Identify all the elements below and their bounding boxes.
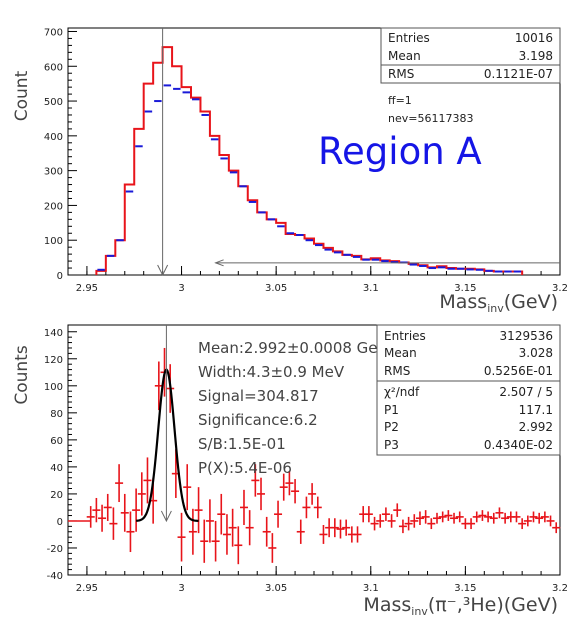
bottom-y-tick-label: 40 [50, 463, 63, 474]
bottom-x-label-main: Mass [363, 594, 411, 616]
top-x-tick-label: 2.95 [76, 283, 98, 294]
top-stats-frame [380, 27, 561, 84]
top-stats-label: Mean [388, 49, 421, 63]
bottom-y-tick-label: 60 [50, 436, 63, 447]
top-info-ff: ff=1 [388, 94, 412, 107]
top-y-tick-labels: 0 100 200 300 400 500 600 700 [44, 27, 63, 282]
top-x-label-unit: (GeV) [504, 291, 558, 313]
top-stats-label: RMS [388, 67, 414, 81]
top-axis-ticks [67, 30, 561, 276]
top-stats-value: 10016 [515, 31, 553, 45]
bottom-y-tick-label: 20 [50, 490, 63, 501]
top-histogram-panel: 0 100 200 300 400 500 600 700 2.95 3 3.05 3.1 3.15 3… [12, 27, 568, 315]
top-x-tick-label: 3.15 [454, 283, 476, 294]
top-x-label-sub: inv [487, 302, 504, 315]
top-x-tick-label: 3.1 [363, 283, 379, 294]
bottom-y-tick-label: 120 [44, 355, 63, 366]
fit-results-text: Mean:2.992±0.0008 GeV Width:4.3±0.9 MeV … [198, 339, 389, 477]
fit-result-line: Mean:2.992±0.0008 GeV [198, 339, 389, 357]
bottom-x-tick-label: 3.05 [265, 583, 287, 594]
fit-result-line: Width:4.3±0.9 MeV [198, 363, 345, 381]
bottom-x-tick-label: 3.15 [454, 583, 476, 594]
bottom-stats-value: 0.5256E-01 [484, 364, 553, 378]
bottom-stats-label: P2 [384, 420, 399, 434]
bottom-y-tick-label: 100 [44, 382, 63, 393]
bottom-stats-frame [376, 324, 561, 456]
bottom-y-tick-label: 140 [44, 328, 63, 339]
top-x-tick-label: 3 [178, 283, 184, 294]
top-x-label-main: Mass [439, 291, 487, 313]
bottom-stats-box: Entries 3129536 Mean 3.028 RMS 0.5256E-0… [376, 324, 561, 456]
bottom-plot-area [68, 325, 561, 565]
bottom-stats-label: Entries [384, 329, 426, 343]
bottom-stats-value: 0.4340E-02 [484, 438, 553, 452]
bottom-x-axis-label: Massinv(π⁻,³He)(GeV) [363, 594, 558, 618]
bottom-y-tick-label: 0 [57, 517, 63, 528]
vertical-marker-arrowhead [160, 510, 172, 523]
top-y-tick-label: 200 [44, 201, 63, 212]
top-x-tick-label: 3.05 [265, 283, 287, 294]
bottom-y-tick-label: -40 [47, 571, 63, 582]
bottom-x-tick-label: 2.95 [76, 583, 98, 594]
top-stats-box: Entries 10016 Mean 3.198 RMS 0.1121E-07 [380, 27, 561, 84]
top-plot-area [95, 28, 560, 277]
top-y-tick-label: 300 [44, 167, 63, 178]
bottom-x-label-unit: (GeV) [504, 594, 558, 616]
fit-result-line: P(X):5.4E-06 [198, 459, 292, 477]
bottom-x-tick-labels: 2.95 3 3.05 3.1 3.15 3.2 [76, 583, 568, 594]
bottom-stats-label: P1 [384, 403, 399, 417]
bottom-x-label-args: (π⁻,³He) [428, 594, 504, 616]
top-y-tick-label: 0 [57, 271, 63, 282]
bottom-x-label-sub: inv [411, 605, 428, 618]
bottom-y-tick-labels: -40 -20 0 20 40 60 80 100 120 140 [44, 328, 63, 582]
bottom-stats-value: 3129536 [500, 329, 553, 343]
top-info-nev: nev=56117383 [388, 112, 473, 125]
top-y-tick-label: 600 [44, 62, 63, 73]
bottom-stats-value: 3.028 [519, 346, 553, 360]
bottom-stats-label: χ²/ndf [384, 385, 420, 399]
vertical-marker-arrowhead [157, 264, 169, 277]
horizontal-marker-arrowhead [214, 259, 224, 267]
bottom-stats-label: RMS [384, 364, 410, 378]
top-y-axis-label: Count [12, 70, 32, 121]
top-x-axis-label: Massinv(GeV) [439, 291, 558, 315]
bottom-y-axis-label: Counts [12, 345, 32, 404]
bottom-stats-label: P3 [384, 438, 399, 452]
bottom-stats-value: 2.507 / 5 [499, 385, 553, 399]
bottom-stats-value: 2.992 [519, 420, 553, 434]
bottom-y-tick-label: 80 [50, 409, 63, 420]
top-x-tick-label: 3.2 [552, 283, 568, 294]
top-stats-value: 0.1121E-07 [484, 67, 553, 81]
top-stats-value: 3.198 [519, 49, 553, 63]
top-x-tick-labels: 2.95 3 3.05 3.1 3.15 3.2 [76, 283, 568, 294]
top-y-tick-label: 100 [44, 236, 63, 247]
gaussian-fit-curve [136, 368, 199, 522]
bottom-stats-value: 117.1 [519, 403, 553, 417]
bottom-axis-ticks [67, 331, 561, 576]
bottom-stats-label: Mean [384, 346, 417, 360]
fit-result-line: S/B:1.5E-01 [198, 435, 286, 453]
fit-result-line: Significance:6.2 [198, 411, 318, 429]
bottom-x-tick-label: 3 [178, 583, 184, 594]
top-y-tick-label: 400 [44, 132, 63, 143]
region-label: Region A [318, 130, 482, 173]
top-y-tick-label: 500 [44, 97, 63, 108]
bottom-fit-panel: -40 -20 0 20 40 60 80 100 120 140 2.95 3 3.05 3.1 3.1… [12, 324, 568, 618]
top-y-tick-label: 700 [44, 27, 63, 38]
top-stats-label: Entries [388, 31, 430, 45]
fit-result-line: Signal=304.817 [198, 387, 319, 405]
bottom-y-tick-label: -20 [47, 544, 63, 555]
bottom-x-tick-label: 3.1 [363, 583, 379, 594]
bottom-x-tick-label: 3.2 [552, 583, 568, 594]
